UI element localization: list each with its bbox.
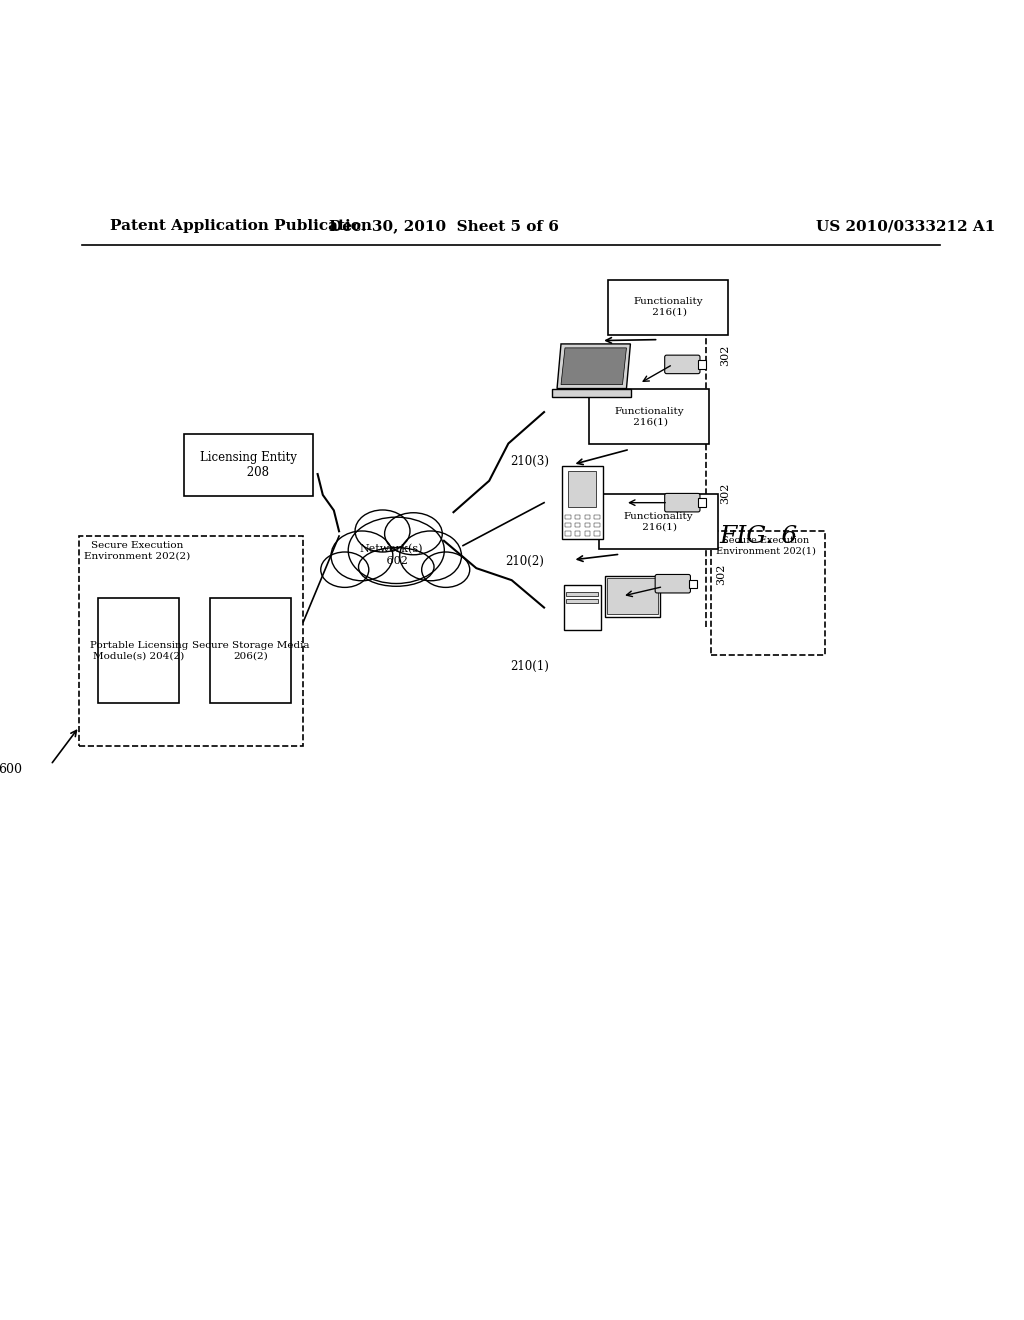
- Bar: [688, 579, 697, 587]
- Bar: [594, 515, 600, 519]
- Bar: [552, 388, 632, 397]
- Text: 210(1): 210(1): [510, 660, 549, 673]
- Ellipse shape: [355, 510, 410, 552]
- Ellipse shape: [422, 552, 470, 587]
- Text: 302: 302: [721, 482, 730, 504]
- Text: Secure Execution
Environment 202(1): Secure Execution Environment 202(1): [716, 536, 815, 556]
- Text: 210(2): 210(2): [506, 556, 545, 568]
- Bar: [79, 536, 303, 746]
- FancyBboxPatch shape: [665, 494, 700, 512]
- Text: Patent Application Publication: Patent Application Publication: [111, 219, 372, 234]
- FancyBboxPatch shape: [665, 355, 700, 374]
- Ellipse shape: [399, 531, 462, 581]
- Bar: [605, 576, 660, 616]
- Text: Dec. 30, 2010  Sheet 5 of 6: Dec. 30, 2010 Sheet 5 of 6: [329, 219, 559, 234]
- Bar: [585, 515, 590, 519]
- Bar: [594, 523, 600, 528]
- Bar: [565, 523, 570, 528]
- Bar: [210, 598, 291, 704]
- Bar: [574, 523, 581, 528]
- Polygon shape: [561, 348, 627, 384]
- Bar: [565, 515, 570, 519]
- Ellipse shape: [348, 517, 444, 583]
- Polygon shape: [557, 345, 631, 388]
- Bar: [594, 531, 600, 536]
- Bar: [98, 598, 179, 704]
- Ellipse shape: [321, 552, 369, 587]
- Text: Functionality
 216(1): Functionality 216(1): [614, 407, 684, 426]
- Bar: [590, 389, 709, 445]
- Text: FIG. 6: FIG. 6: [720, 524, 798, 548]
- Bar: [566, 599, 598, 603]
- Text: Portable Licensing
Module(s) 204(2): Portable Licensing Module(s) 204(2): [90, 640, 188, 660]
- Bar: [698, 499, 707, 507]
- Bar: [574, 515, 581, 519]
- Ellipse shape: [385, 512, 442, 554]
- Ellipse shape: [331, 531, 393, 581]
- Text: Network(s)
   602: Network(s) 602: [359, 544, 423, 566]
- Bar: [711, 531, 825, 655]
- Bar: [585, 531, 590, 536]
- Text: 302: 302: [721, 345, 730, 366]
- Bar: [574, 531, 581, 536]
- Text: US 2010/0333212 A1: US 2010/0333212 A1: [816, 219, 995, 234]
- Text: 600: 600: [0, 763, 22, 776]
- Bar: [607, 578, 657, 614]
- Text: Functionality
 216(1): Functionality 216(1): [624, 512, 693, 532]
- Bar: [565, 531, 570, 536]
- Text: 302: 302: [716, 564, 726, 585]
- Bar: [608, 280, 728, 335]
- Bar: [585, 523, 590, 528]
- Text: Secure Storage Media
206(2): Secure Storage Media 206(2): [191, 640, 309, 660]
- Text: 210(3): 210(3): [510, 455, 549, 469]
- Text: Functionality
 216(1): Functionality 216(1): [633, 297, 702, 317]
- Bar: [698, 360, 707, 368]
- Bar: [561, 466, 603, 540]
- Bar: [568, 471, 596, 507]
- Bar: [564, 585, 600, 631]
- FancyBboxPatch shape: [655, 574, 690, 593]
- Bar: [184, 433, 313, 495]
- Text: Licensing Entity
     208: Licensing Entity 208: [200, 450, 297, 479]
- Text: Secure Execution
Environment 202(2): Secure Execution Environment 202(2): [84, 541, 190, 560]
- Ellipse shape: [358, 548, 434, 586]
- Bar: [599, 494, 718, 549]
- Bar: [566, 593, 598, 597]
